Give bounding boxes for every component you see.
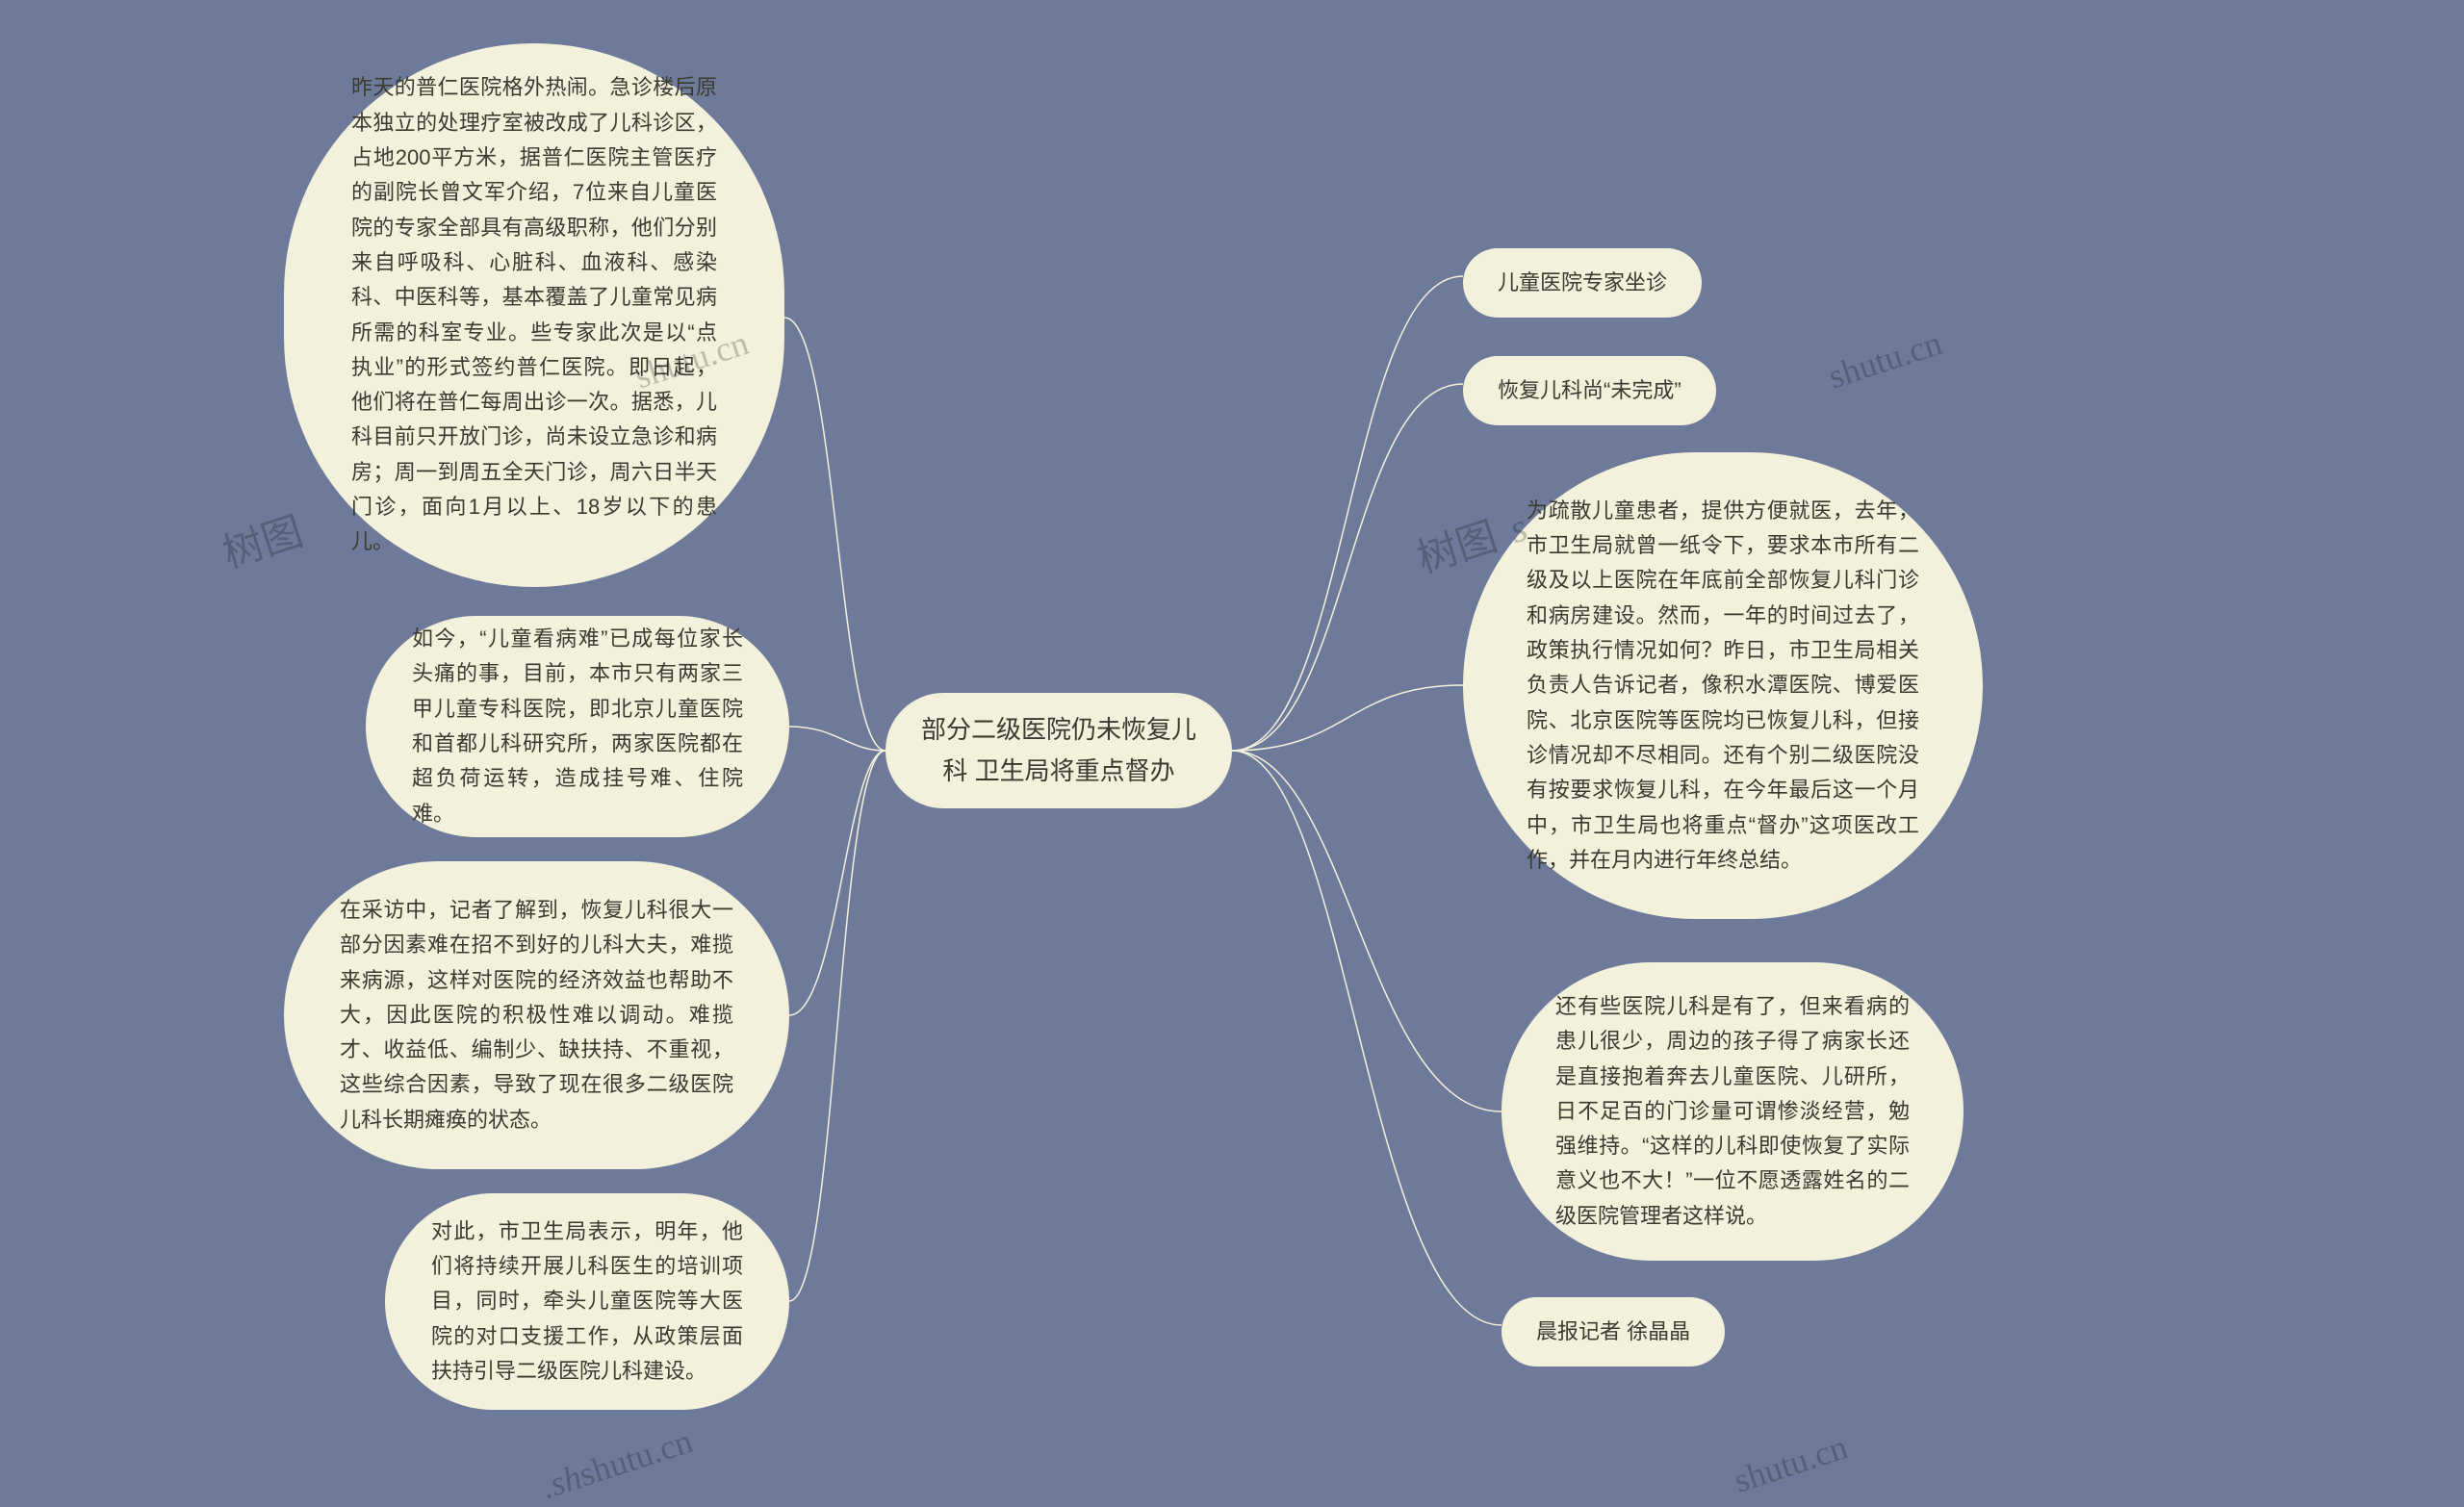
node-r1-text: 儿童医院专家坐诊 — [1498, 266, 1667, 300]
node-r1: 儿童医院专家坐诊 — [1463, 248, 1702, 318]
node-r3-text: 为疏散儿童患者，提供方便就医，去年，市卫生局就曾一纸令下，要求本市所有二级及以上… — [1527, 494, 1919, 878]
node-l2-text: 如今，“儿童看病难”已成每位家长头痛的事，目前，本市只有两家三甲儿童专科医院，即… — [412, 622, 743, 831]
node-l1-text: 昨天的普仁医院格外热闹。急诊楼后原本独立的处理疗室被改成了儿科诊区，占地200平… — [351, 70, 717, 559]
watermark-5: .shshutu.cn — [536, 1420, 697, 1507]
node-r4-text: 还有些医院儿科是有了，但来看病的患儿很少，周边的孩子得了病家长还是直接抱着奔去儿… — [1555, 989, 1910, 1234]
center-node: 部分二级医院仍未恢复儿科 卫生局将重点督办 — [886, 693, 1232, 808]
edge-l4 — [789, 751, 886, 1301]
edge-l3 — [789, 751, 886, 1015]
node-r5: 晨报记者 徐晶晶 — [1502, 1297, 1725, 1367]
watermark-1: 树图 — [215, 499, 310, 580]
node-l4-text: 对此，市卫生局表示，明年，他们将持续开展儿科医生的培训项目，同时，牵头儿童医院等… — [431, 1214, 743, 1389]
node-r2-text: 恢复儿科尚“未完成” — [1498, 373, 1681, 408]
watermark-url: shutu.cn — [1824, 323, 1946, 396]
edge-l1 — [784, 318, 886, 751]
node-r4: 还有些医院儿科是有了，但来看病的患儿很少，周边的孩子得了病家长还是直接抱着奔去儿… — [1502, 962, 1964, 1261]
watermark-cn: 树图 — [1412, 515, 1502, 582]
center-node-text: 部分二级医院仍未恢复儿科 卫生局将重点督办 — [920, 709, 1197, 792]
watermark-6: shutu.cn — [1729, 1426, 1852, 1500]
edge-r4 — [1232, 751, 1502, 1111]
node-l4: 对此，市卫生局表示，明年，他们将持续开展儿科医生的培训项目，同时，牵头儿童医院等… — [385, 1193, 789, 1410]
edge-r1 — [1232, 276, 1463, 751]
edge-r3 — [1232, 685, 1463, 751]
watermark-4: shutu.cn — [1815, 319, 1948, 401]
edge-r2 — [1232, 384, 1463, 751]
watermark-cn: 树图 — [218, 510, 308, 577]
watermark-url: shutu.cn — [575, 1421, 697, 1494]
edge-r5 — [1232, 751, 1502, 1325]
node-l1: 昨天的普仁医院格外热闹。急诊楼后原本独立的处理疗室被改成了儿科诊区，占地200平… — [284, 43, 784, 587]
edge-l2 — [789, 727, 886, 751]
node-l3-text: 在采访中，记者了解到，恢复儿科很大一部分因素难在招不到好的儿科大夫，难揽来病源，… — [340, 893, 733, 1137]
node-l3: 在采访中，记者了解到，恢复儿科很大一部分因素难在招不到好的儿科大夫，难揽来病源，… — [284, 861, 789, 1169]
node-r5-text: 晨报记者 徐晶晶 — [1536, 1315, 1690, 1349]
node-r2: 恢复儿科尚“未完成” — [1463, 356, 1716, 425]
node-r3: 为疏散儿童患者，提供方便就医，去年，市卫生局就曾一纸令下，要求本市所有二级及以上… — [1463, 452, 1983, 919]
watermark-url: shutu.cn — [1730, 1427, 1852, 1499]
node-l2: 如今，“儿童看病难”已成每位家长头痛的事，目前，本市只有两家三甲儿童专科医院，即… — [366, 616, 789, 837]
